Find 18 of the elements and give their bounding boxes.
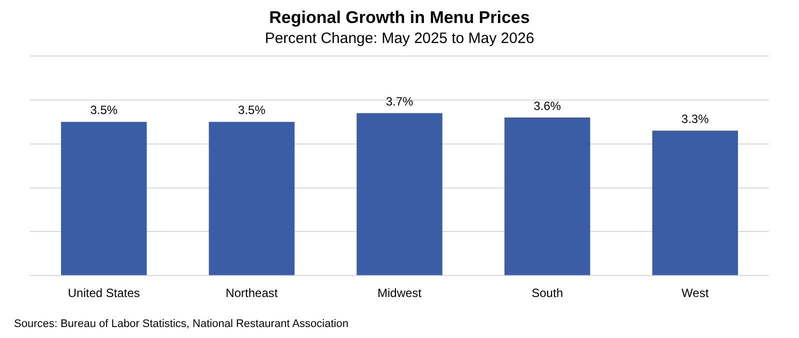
x-tick-label: West — [682, 286, 710, 300]
chart-title: Regional Growth in Menu Prices — [268, 8, 531, 28]
bar — [504, 117, 590, 276]
chart-subtitle: Percent Change: May 2025 to May 2026 — [264, 30, 536, 47]
bar — [208, 122, 295, 276]
bar — [356, 113, 442, 276]
x-tick-label: Midwest — [377, 286, 422, 300]
data-label: 3.5% — [238, 103, 266, 118]
data-label: 3.7% — [386, 94, 414, 108]
data-label: 3.5% — [90, 103, 118, 118]
data-label: 3.6% — [534, 98, 562, 113]
bar — [652, 130, 738, 276]
x-tick-label: United States — [68, 286, 140, 300]
data-label: 3.3% — [681, 112, 710, 126]
source-note: Sources: Bureau of Labor Statistics, National Restaurant Association — [14, 318, 348, 330]
x-tick-label: Northeast — [226, 286, 278, 300]
x-tick-label: South — [532, 286, 563, 300]
bar — [61, 122, 147, 276]
